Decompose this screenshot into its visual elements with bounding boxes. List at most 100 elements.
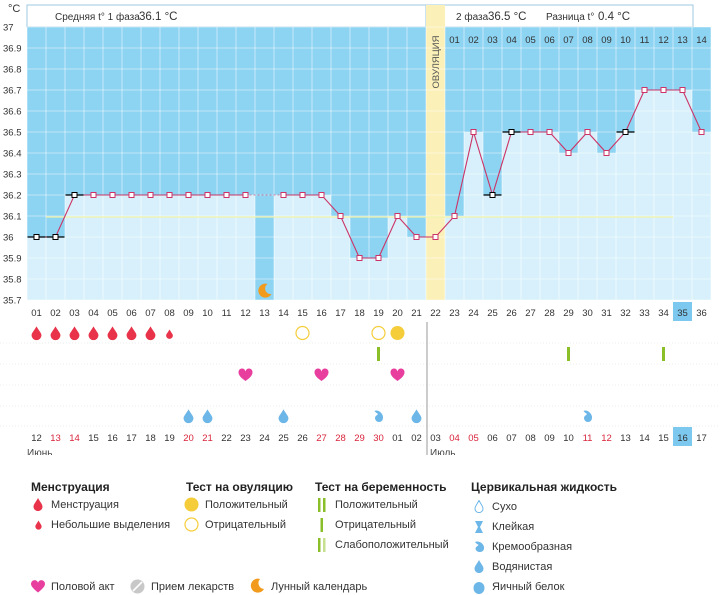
temperature-bar: [673, 90, 692, 300]
temperature-bar: [65, 195, 84, 300]
cycle-day-label: 33: [639, 308, 650, 319]
temperature-bar: [350, 258, 369, 300]
month-label: Июль: [430, 448, 456, 455]
temperature-point: [166, 192, 173, 198]
cycle-day-label: 01: [31, 308, 42, 319]
temperature-bar: [160, 195, 179, 300]
temperature-bar: [369, 258, 388, 300]
legend-menstruation-title: Менструация: [31, 480, 110, 494]
y-tick-label: 36.1: [3, 212, 22, 223]
temperature-bar: [236, 195, 255, 300]
cycle-day-label: 27: [525, 308, 536, 319]
fluid-creamy-icon: [583, 410, 593, 422]
y-tick-label: 36.8: [3, 65, 22, 76]
calendar-date: 16: [677, 433, 688, 444]
calendar-date: 18: [145, 433, 156, 444]
calendar-date: 01: [392, 433, 403, 444]
legend-medication: Прием лекарств: [151, 581, 235, 593]
cycle-day-label: 13: [259, 308, 270, 319]
ovulation-column: [426, 5, 445, 300]
calendar-date: 14: [69, 433, 80, 444]
phase2-day-label: 04: [506, 35, 517, 46]
temperature-bar: [141, 195, 160, 300]
calendar-date: 28: [335, 433, 346, 444]
menstruation-drop-icon: [69, 326, 80, 341]
y-tick-label: 36.5: [3, 128, 22, 139]
phase2-label: 2 фаза: [456, 11, 489, 23]
cycle-day-label: 22: [430, 308, 441, 319]
cycle-day-label: 11: [222, 308, 232, 319]
calendar-date: 25: [278, 433, 289, 444]
temperature-point: [622, 129, 629, 135]
y-tick-label: 36.4: [3, 149, 22, 160]
phase2-day-label: 10: [620, 35, 631, 46]
temperature-point: [128, 192, 135, 198]
temperature-point: [223, 192, 230, 198]
legend-fluid-watery: Водянистая: [492, 561, 553, 573]
phase2-day-label: 06: [544, 35, 555, 46]
cycle-day-label: 32: [620, 308, 631, 319]
spotting-drop-icon: [166, 329, 173, 339]
temperature-bar: [502, 132, 521, 300]
calendar-date: 15: [88, 433, 99, 444]
temperature-point: [109, 192, 116, 198]
calendar-date: 13: [620, 433, 631, 444]
legend-spotting: Небольшие выделения: [51, 519, 171, 531]
cycle-day-label: 31: [601, 308, 612, 319]
temperature-bar: [445, 216, 464, 300]
ovulation-positive-icon: [184, 497, 199, 512]
calendar-date: 21: [202, 433, 213, 444]
menstruation-drop-icon: [88, 326, 99, 341]
temperature-bar: [597, 153, 616, 300]
fluid-watery-icon: [474, 560, 484, 573]
phase2-day-label: 12: [658, 35, 669, 46]
pregnancy-weak-icon: [318, 538, 326, 552]
cycle-day-label: 05: [107, 308, 118, 319]
temperature-bar: [578, 132, 597, 300]
fluid-watery-icon: [411, 409, 422, 424]
cycle-day-label: 21: [411, 308, 422, 319]
pregnancy-negative-icon: [662, 347, 665, 361]
legend-intercourse: Половой акт: [51, 581, 115, 593]
menstruation-drop-icon: [33, 498, 43, 511]
legend-fluid-eggwhite: Яичный белок: [492, 581, 565, 593]
cycle-day-label: 14: [278, 308, 289, 319]
moon-icon: [258, 283, 272, 298]
fluid-creamy-icon: [475, 541, 485, 553]
cycle-day-label: 34: [658, 308, 669, 319]
temperature-point: [641, 87, 648, 93]
cycle-day-label: 35: [677, 308, 688, 319]
moon-icon: [250, 578, 264, 593]
cycle-day-label: 16: [316, 308, 327, 319]
phase2-day-label: 07: [563, 35, 574, 46]
y-tick-label: 36.9: [3, 44, 22, 55]
calendar-date: 10: [563, 433, 574, 444]
calendar-date: 24: [259, 433, 270, 444]
fluid-watery-icon: [202, 409, 213, 424]
ovulation-label: ОВУЛЯЦИЯ: [431, 35, 442, 88]
menstruation-drop-icon: [31, 326, 42, 341]
cycle-day-label: 18: [354, 308, 365, 319]
temperature-bar: [198, 195, 217, 300]
menstruation-drop-icon: [126, 326, 137, 341]
heart-icon: [314, 368, 329, 381]
cycle-day-label: 20: [392, 308, 403, 319]
calendar-date: 14: [639, 433, 650, 444]
phase2-day-label: 02: [468, 35, 479, 46]
cycle-day-label: 04: [88, 308, 99, 319]
temperature-bar: [616, 132, 635, 300]
phase2-day-label: 13: [677, 35, 688, 46]
temperature-point: [698, 129, 705, 135]
temperature-point: [242, 192, 249, 198]
cycle-day-label: 06: [126, 308, 137, 319]
ovulation-positive-icon: [390, 326, 405, 340]
temperature-bar: [46, 237, 65, 300]
legend-pr-positive: Положительный: [335, 499, 418, 511]
ovulation-negative-icon: [371, 325, 386, 341]
spotting-drop-icon: [35, 520, 42, 530]
cycle-day-label: 28: [544, 308, 555, 319]
calendar-date: 04: [449, 433, 460, 444]
temperature-point: [356, 255, 363, 261]
calendar-date: 08: [525, 433, 536, 444]
unit-label: °C: [8, 3, 20, 15]
